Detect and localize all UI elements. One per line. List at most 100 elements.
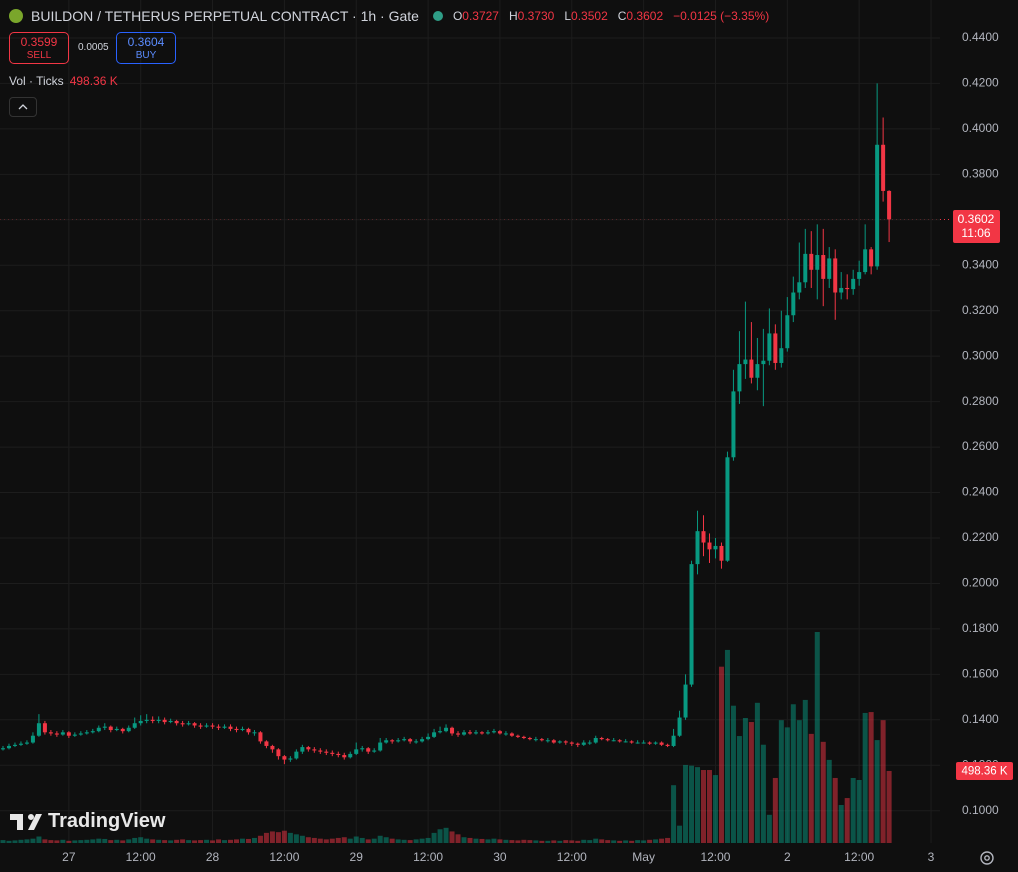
candle-body — [342, 755, 347, 758]
candle-body — [90, 731, 95, 733]
x-tick-label: 29 — [350, 850, 364, 864]
volume-bar — [461, 837, 467, 843]
candle-body — [150, 719, 155, 721]
volume-bar — [473, 838, 479, 843]
volume-bar — [359, 837, 365, 843]
x-tick-label: 12:00 — [269, 850, 299, 864]
candle-body — [629, 741, 634, 743]
y-tick-label: 0.3400 — [962, 257, 999, 271]
candle-body — [623, 741, 628, 743]
volume-bar — [425, 837, 431, 843]
candle-body — [569, 742, 574, 744]
candle-body — [78, 733, 83, 735]
candle-body — [270, 745, 275, 750]
candle-body — [635, 742, 640, 744]
volume-indicator: Vol · Ticks 498.36 K — [9, 74, 118, 88]
volume-bar — [683, 764, 689, 843]
collapse-button[interactable] — [9, 97, 37, 117]
y-tick-label: 0.1600 — [962, 667, 999, 681]
volume-bar — [54, 840, 60, 843]
candle-body — [138, 720, 143, 724]
candle-body — [659, 742, 664, 745]
candle-body — [324, 751, 329, 753]
volume-bar — [581, 839, 587, 843]
candle-body — [438, 731, 443, 733]
candle-body — [479, 732, 484, 734]
candle-body — [509, 733, 514, 736]
ohlc-value: 0.3730 — [517, 9, 555, 23]
candle-body — [887, 190, 892, 220]
candle-body — [749, 359, 754, 378]
candle-body — [785, 315, 790, 349]
volume-bar — [569, 840, 575, 843]
x-tick-label: 12:00 — [557, 850, 587, 864]
volume-bar — [222, 840, 228, 843]
volume-bar — [712, 775, 718, 843]
candle-body — [803, 253, 808, 283]
x-tick-label: 12:00 — [700, 850, 730, 864]
candle-body — [282, 756, 287, 760]
candle-body — [689, 564, 694, 685]
volume-bar — [796, 720, 802, 843]
volume-bar — [138, 837, 144, 843]
volume-bar — [132, 837, 138, 843]
ohlc-open: O0.3727 — [453, 9, 503, 23]
sell-button[interactable]: 0.3599 SELL — [9, 32, 69, 64]
volume-bar — [479, 838, 485, 843]
candle-body — [408, 739, 413, 742]
volume-bar — [539, 840, 545, 843]
volume-bar — [30, 838, 36, 843]
candle-body — [521, 736, 526, 738]
volume-bar — [736, 736, 742, 843]
volume-bar — [335, 837, 341, 843]
buy-price: 0.3604 — [127, 35, 165, 49]
candle-body — [108, 726, 113, 731]
buy-button[interactable]: 0.3604 BUY — [116, 32, 176, 64]
candle-body — [557, 741, 562, 743]
ohlc-value: 0.3602 — [626, 9, 664, 23]
candle-body — [54, 733, 59, 735]
volume-bar — [515, 840, 521, 843]
ohlc-key: L — [564, 9, 572, 23]
candle-body — [641, 742, 646, 744]
volume-bar — [66, 840, 72, 843]
volume-bar — [36, 836, 42, 843]
volume-bar — [844, 798, 850, 843]
volume-bar — [557, 840, 563, 843]
volume-bar — [862, 712, 868, 843]
buy-label: BUY — [135, 50, 157, 61]
volume-bar — [311, 837, 317, 843]
candle-body — [875, 144, 880, 267]
volume-bar — [216, 839, 222, 843]
symbol-title[interactable]: BUILDON / TETHERUS PERPETUAL CONTRACT · … — [31, 8, 419, 24]
candle-body — [246, 728, 251, 733]
volume-bar — [401, 839, 407, 843]
volume-bar — [551, 840, 557, 843]
volume-bar — [329, 838, 335, 843]
candle-body — [581, 742, 586, 745]
candle-body — [881, 144, 886, 191]
volume-bar — [120, 840, 126, 843]
x-tick-label: 2 — [784, 850, 791, 864]
volume-bar — [826, 759, 832, 843]
volume-bar — [850, 777, 856, 843]
volume-bar — [599, 839, 605, 843]
volume-bar — [114, 839, 120, 843]
spread: 0.0005 — [78, 42, 109, 53]
settings-icon[interactable] — [980, 851, 994, 865]
volume-bar — [407, 840, 413, 843]
volume-bar — [545, 840, 551, 843]
volume-bar — [269, 831, 275, 843]
volume-bar — [647, 839, 653, 843]
indicator-name[interactable]: Vol · Ticks — [9, 74, 64, 88]
volume-bar — [12, 840, 18, 843]
volume-bar — [677, 825, 683, 843]
volume-bar — [784, 727, 790, 843]
candle-body — [527, 737, 532, 740]
y-tick-label: 0.1800 — [962, 621, 999, 635]
ohlc-value: 0.3727 — [462, 9, 499, 23]
brand-name: TradingView — [48, 810, 166, 832]
candle-body — [162, 719, 167, 723]
volume-bar — [886, 770, 892, 843]
volume-bar — [437, 829, 443, 843]
